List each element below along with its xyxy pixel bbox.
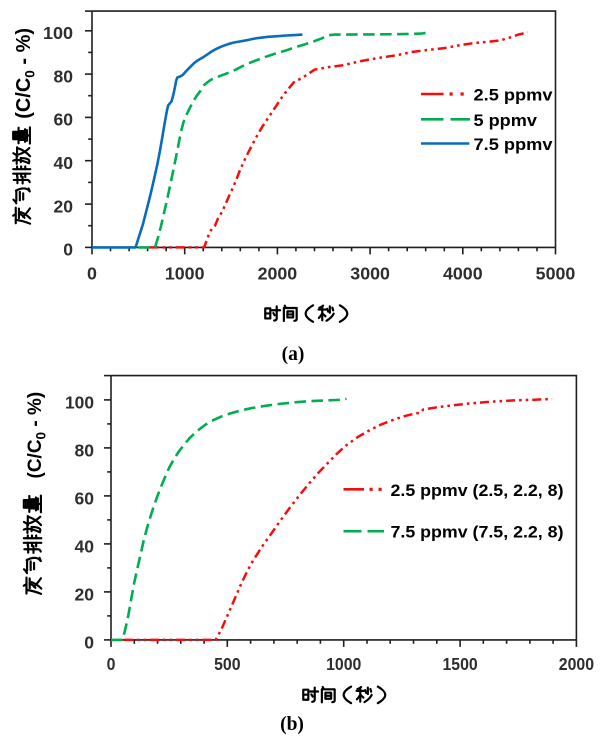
svg-text:5000: 5000 [536, 264, 576, 284]
svg-text:500: 500 [214, 654, 241, 674]
svg-text:7.5 ppmv: 7.5 ppmv [474, 135, 554, 154]
svg-text:40: 40 [75, 536, 95, 556]
svg-text:60: 60 [54, 110, 74, 130]
svg-text:(C/C0 - %): (C/C0 - %) [13, 28, 38, 119]
svg-text:60: 60 [75, 488, 95, 508]
svg-text:1500: 1500 [443, 654, 478, 674]
svg-text:7.5 ppmv (7.5, 2.2, 8): 7.5 ppmv (7.5, 2.2, 8) [391, 523, 564, 542]
svg-text:1000: 1000 [165, 264, 205, 284]
svg-text:20: 20 [75, 584, 95, 604]
svg-text:0: 0 [84, 632, 94, 652]
svg-text:(C/C0 - %): (C/C0 - %) [25, 392, 49, 479]
svg-text:20: 20 [54, 196, 74, 216]
svg-text:100: 100 [65, 392, 94, 412]
svg-text:2000: 2000 [559, 654, 594, 674]
svg-text:(a): (a) [282, 344, 305, 365]
svg-text:2.5 ppmv: 2.5 ppmv [474, 86, 554, 105]
svg-text:1000: 1000 [326, 654, 361, 674]
svg-text:3000: 3000 [350, 264, 390, 284]
svg-text:4000: 4000 [443, 264, 483, 284]
svg-text:0: 0 [107, 654, 116, 674]
svg-text:0: 0 [63, 240, 73, 260]
svg-text:100: 100 [43, 23, 73, 43]
svg-text:2000: 2000 [258, 264, 298, 284]
svg-text:80: 80 [54, 66, 74, 86]
svg-text:2.5 ppmv (2.5, 2.2, 8): 2.5 ppmv (2.5, 2.2, 8) [391, 481, 564, 500]
svg-text:40: 40 [54, 153, 74, 173]
svg-text:0: 0 [87, 264, 97, 284]
svg-text:(b): (b) [280, 714, 304, 735]
svg-text:80: 80 [75, 440, 95, 460]
svg-text:5 ppmv: 5 ppmv [474, 111, 538, 130]
